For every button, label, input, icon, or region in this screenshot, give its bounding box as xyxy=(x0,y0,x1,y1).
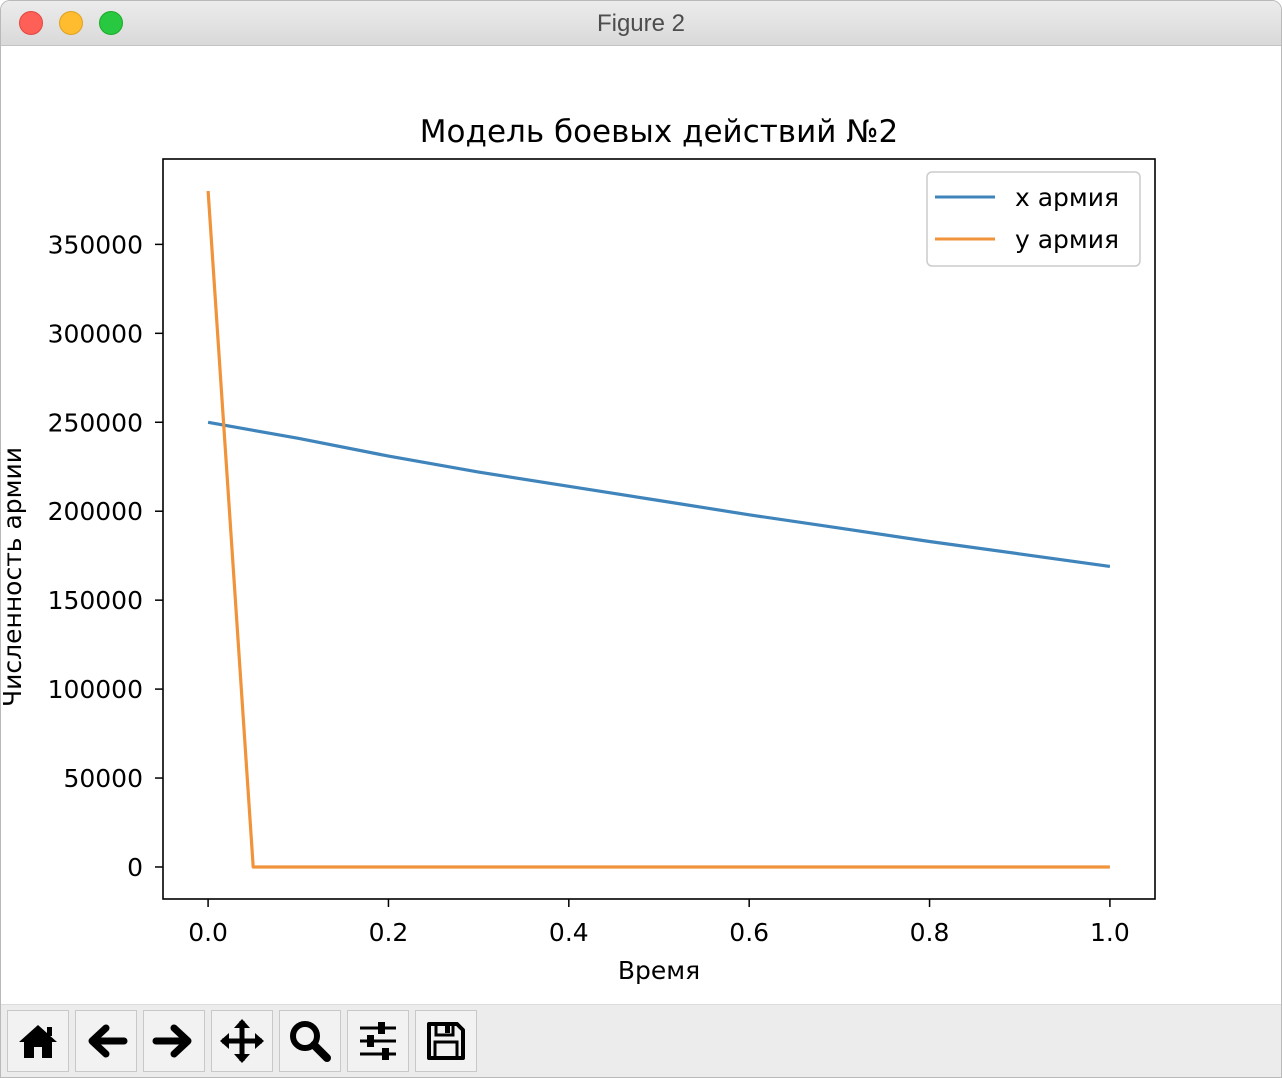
x-tick-label: 0.4 xyxy=(549,918,589,947)
x-tick-label: 0.2 xyxy=(369,918,409,947)
pan-button[interactable] xyxy=(211,1010,273,1072)
y-axis-label: Численность армии xyxy=(1,447,27,707)
legend-label-x: x армия xyxy=(1015,183,1119,212)
forward-arrow-icon xyxy=(152,1024,192,1058)
series-line-x xyxy=(207,420,1111,568)
x-tick-label: 0.8 xyxy=(910,918,950,947)
legend-label-y: y армия xyxy=(1015,225,1119,254)
line-chart: Модель боевых действий №2 Время Численно… xyxy=(1,114,1156,985)
close-window-button[interactable] xyxy=(19,11,43,35)
title-bar: Figure 2 xyxy=(1,1,1281,46)
y-tick-label: 200000 xyxy=(48,497,143,526)
home-button[interactable] xyxy=(7,1010,69,1072)
back-arrow-icon xyxy=(88,1024,128,1058)
y-tick-label: 0 xyxy=(127,853,143,882)
window-title: Figure 2 xyxy=(596,10,686,37)
zoom-icon xyxy=(290,1021,331,1062)
save-icon xyxy=(427,1022,465,1060)
configure-subplots-icon xyxy=(360,1022,396,1060)
configure-subplots-button[interactable] xyxy=(347,1010,409,1072)
chart-title: Модель боевых действий №2 xyxy=(420,114,898,150)
plot-frame xyxy=(162,158,1156,900)
x-tick-label: 0.0 xyxy=(188,918,228,947)
y-tick-label: 300000 xyxy=(48,319,143,348)
zoom-button[interactable] xyxy=(279,1010,341,1072)
x-tick-label: 1.0 xyxy=(1090,918,1130,947)
series-line-y xyxy=(206,190,1110,869)
save-button[interactable] xyxy=(415,1010,477,1072)
y-tick-label: 250000 xyxy=(48,408,143,437)
x-axis-label: Время xyxy=(618,956,700,985)
legend: x армия y армия xyxy=(926,171,1141,267)
y-tick-label: 100000 xyxy=(48,675,143,704)
back-button[interactable] xyxy=(75,1010,137,1072)
y-tick-label: 150000 xyxy=(48,586,143,615)
pan-icon xyxy=(220,1019,264,1063)
x-tick-label: 0.6 xyxy=(729,918,769,947)
maximize-window-button[interactable] xyxy=(99,11,123,35)
minimize-window-button[interactable] xyxy=(59,11,83,35)
y-tick-label: 350000 xyxy=(48,230,143,259)
forward-button[interactable] xyxy=(143,1010,205,1072)
y-tick-label: 50000 xyxy=(63,764,143,793)
home-icon xyxy=(19,1025,57,1058)
navigation-toolbar xyxy=(1,1004,1281,1077)
figure-canvas: Модель боевых действий №2 Время Численно… xyxy=(1,46,1281,1004)
